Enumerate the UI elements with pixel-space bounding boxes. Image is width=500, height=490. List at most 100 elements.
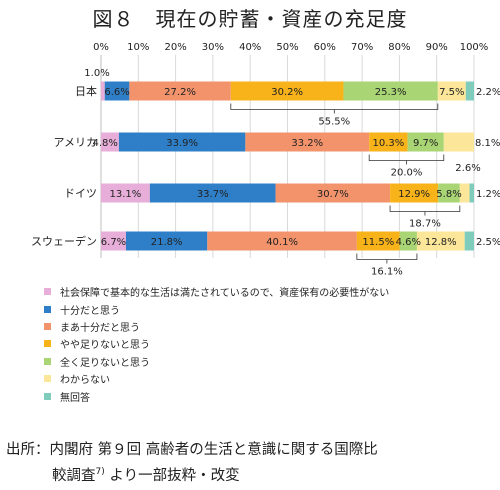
data-label: 27.2% — [164, 87, 196, 98]
bracket-label: 16.1% — [371, 267, 403, 278]
data-label: 2.6% — [455, 163, 480, 174]
bar-segment — [437, 81, 466, 101]
data-label: 7.5% — [439, 87, 464, 98]
legend-label: 全く足りないと思う — [60, 357, 150, 369]
bracket — [389, 205, 461, 212]
legend-item: 十分だと思う — [44, 300, 389, 317]
bar-segment — [230, 81, 344, 101]
legend-swatch — [44, 305, 51, 313]
bar-segment — [356, 231, 400, 251]
bar-segment — [101, 231, 126, 251]
legend-swatch — [44, 288, 51, 296]
data-label: 12.9% — [398, 189, 430, 200]
data-label: 1.2% — [476, 189, 500, 200]
bar-segment — [416, 231, 465, 251]
stacked-bar-chart: 0% 10% 20% 30% 40% 50% 60% 70% 80% 90% 100% 日本アメリカド… — [31, 42, 500, 278]
data-label: 11.5% — [362, 237, 394, 248]
legend-item: まあ十分だと思う — [44, 318, 389, 335]
category-label: ドイツ — [64, 187, 97, 200]
bar-segment — [464, 231, 474, 251]
legend-label: まあ十分だと思う — [60, 322, 140, 334]
legend-label: わからない — [60, 375, 110, 387]
legend-item: やや足りないと思う — [44, 335, 389, 352]
chart-legend: 社会保障で基本的な生活は満たされているので、資産保有の必要性がない 十分だと思う… — [44, 283, 389, 405]
data-label: 1.0% — [84, 68, 109, 79]
legend-label: やや足りないと思う — [60, 340, 150, 352]
x-tick-label: 20% — [164, 42, 186, 53]
bracket-label: 18.7% — [409, 219, 441, 230]
bar-segment — [101, 132, 119, 152]
x-tick-label: 10% — [127, 42, 149, 53]
bar-segment — [104, 81, 130, 101]
x-tick-label: 100% — [460, 42, 489, 53]
x-tick-label: 60% — [314, 42, 336, 53]
legend-item: 社会保障で基本的な生活は満たされているので、資産保有の必要性がない — [44, 283, 389, 300]
bracket — [230, 103, 439, 110]
bar-segment — [343, 81, 438, 101]
bar-segment — [469, 183, 474, 203]
data-label: 10.3% — [373, 138, 405, 149]
bar-segment — [407, 132, 444, 152]
x-tick-label: 40% — [239, 42, 261, 53]
x-tick-label: 80% — [388, 42, 410, 53]
legend-swatch — [44, 357, 51, 365]
data-label: 33.2% — [291, 138, 323, 149]
legend-label: 十分だと思う — [60, 305, 120, 317]
x-tick-label: 70% — [351, 42, 373, 53]
x-tick-label: 90% — [426, 42, 448, 53]
bar-segment — [101, 183, 150, 203]
data-label: 2.5% — [476, 237, 500, 248]
data-label: 9.7% — [413, 138, 438, 149]
bar-segment — [245, 132, 370, 152]
x-tick-label: 30% — [202, 42, 224, 53]
bar-segment — [390, 183, 439, 203]
data-label: 8.1% — [475, 138, 500, 149]
legend-item: 全く足りないと思う — [44, 353, 389, 370]
data-label: 12.8% — [425, 237, 457, 248]
source-line-2-text: 較調査 — [52, 467, 96, 484]
data-label: 33.9% — [166, 138, 198, 149]
source-note: 出所：内閣府 第９回 高齢者の生活と意識に関する国際比 較調査7) より一部抜粋… — [6, 439, 378, 487]
x-tick-label: 0% — [93, 42, 109, 53]
bar-segment — [149, 183, 276, 203]
source-line-2-rest: より一部抜粋・改変 — [104, 467, 240, 484]
bar-segment — [459, 183, 470, 203]
bar-segment — [129, 81, 231, 101]
data-label: 2.2% — [476, 87, 500, 98]
bar-segment — [443, 132, 474, 152]
legend-item: わからない — [44, 370, 389, 387]
x-tick-label: 50% — [276, 42, 298, 53]
data-label: 30.2% — [271, 87, 303, 98]
bar-segment — [369, 132, 408, 152]
source-line-1: 出所：内閣府 第９回 高齢者の生活と意識に関する国際比 — [6, 442, 378, 458]
bracket — [356, 253, 418, 260]
category-label: アメリカ — [54, 136, 97, 149]
legend-swatch — [44, 322, 51, 330]
data-label: 40.1% — [266, 237, 298, 248]
data-label: 6.7% — [101, 237, 126, 248]
bar-segment — [125, 231, 208, 251]
legend-label: 社会保障で基本的な生活は満たされているので、資産保有の必要性がない — [60, 288, 390, 300]
legend-swatch — [44, 340, 51, 348]
source-line-2: 較調査7) より一部抜粋・改変 — [6, 461, 378, 487]
data-label: 5.8% — [436, 189, 461, 200]
bracket-label: 55.5% — [318, 117, 350, 128]
legend-label: 無回答 — [60, 392, 90, 404]
legend-swatch — [44, 392, 51, 400]
legend-swatch — [44, 375, 51, 383]
bar-segment — [399, 231, 417, 251]
data-label: 13.1% — [110, 189, 142, 200]
legend-item: 無回答 — [44, 387, 389, 404]
bracket-label: 20.0% — [391, 168, 423, 179]
bar-segment — [465, 81, 474, 101]
bar-segment — [275, 183, 391, 203]
figure-title: 図８ 現在の貯蓄・資産の充足度 — [92, 7, 408, 31]
bar-segment — [207, 231, 357, 251]
data-label: 4.8% — [92, 138, 117, 149]
data-label: 33.7% — [197, 189, 229, 200]
data-label: 25.3% — [375, 87, 407, 98]
source-footnote-ref: 7) — [95, 467, 105, 477]
data-label: 6.6% — [104, 87, 129, 98]
category-label: 日本 — [75, 84, 97, 98]
data-label: 4.6% — [396, 237, 421, 248]
